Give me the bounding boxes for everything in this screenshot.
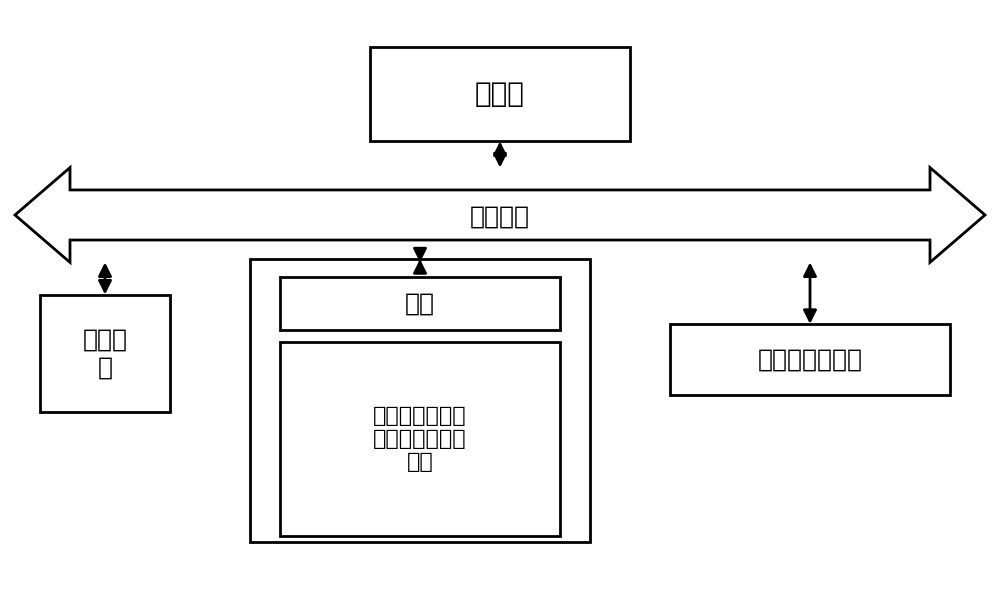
Text: 网络接
口: 网络接 口: [83, 327, 128, 379]
Bar: [40, 294, 170, 412]
Polygon shape: [15, 167, 985, 263]
Text: 内部总线: 内部总线: [470, 204, 530, 228]
Text: 处理器: 处理器: [475, 80, 525, 108]
Text: 气体分子的电子
能级分布的计算
装置: 气体分子的电子 能级分布的计算 装置: [373, 406, 467, 472]
Bar: [280, 277, 560, 330]
Text: 非易失性存储器: 非易失性存储器: [758, 348, 862, 371]
Bar: [280, 342, 560, 536]
Bar: [670, 324, 950, 395]
Text: 内存: 内存: [405, 292, 435, 315]
Bar: [250, 259, 590, 542]
Bar: [370, 47, 630, 141]
